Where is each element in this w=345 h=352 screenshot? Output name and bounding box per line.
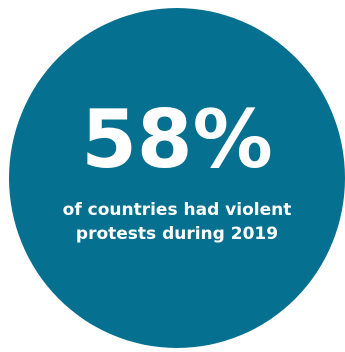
stat-caption-line-1: of countries had violent — [62, 200, 292, 220]
stat-value: 58% — [81, 93, 273, 186]
stat-caption-line-2: protests during 2019 — [75, 224, 279, 244]
stat-circle: 58% of countries had violent protests du… — [9, 8, 345, 348]
stat-caption: of countries had violent protests during… — [9, 198, 345, 246]
